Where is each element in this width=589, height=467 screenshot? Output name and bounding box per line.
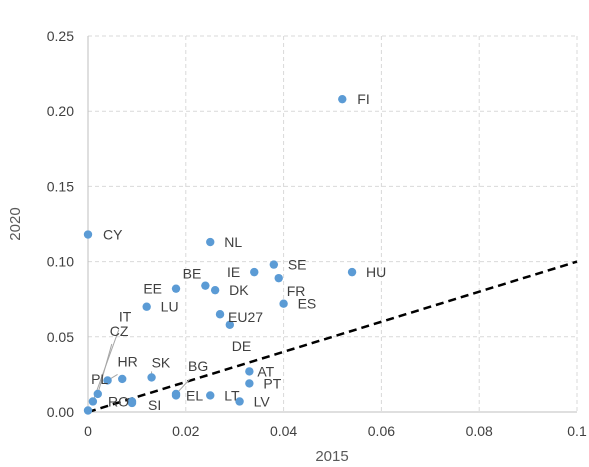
data-point-dk: [210, 285, 220, 295]
x-axis-title: 2015: [315, 448, 348, 465]
point-label-ee: EE: [143, 281, 162, 297]
data-point-ie: [250, 267, 259, 277]
point-label-de: DE: [232, 338, 251, 354]
gridlines: [88, 35, 578, 412]
point-label-it: IT: [119, 308, 132, 324]
data-point-hr: [103, 376, 112, 385]
data-point-si: [127, 398, 137, 408]
point-label-lu: LU: [161, 299, 179, 315]
data-point-el: [171, 391, 181, 400]
data-point: [83, 406, 93, 415]
data-point-be: [201, 281, 210, 290]
data-point-hu: [347, 267, 357, 277]
x-tick-label: 0.06: [368, 423, 395, 439]
data-point-ee: [171, 284, 181, 293]
data-point-de: [225, 320, 235, 329]
y-tick-label: 0.00: [47, 404, 74, 420]
data-point-lu: [142, 302, 151, 311]
y-axis-title: 2020: [7, 207, 24, 240]
data-point-se: [269, 260, 279, 269]
reference-line: [87, 260, 578, 414]
x-tick-label: 0: [84, 423, 92, 439]
point-label-nl: NL: [224, 234, 242, 250]
x-tick-label: 0.04: [270, 423, 297, 439]
point-label-cz: CZ: [110, 323, 129, 339]
reference-line-group: [87, 260, 578, 414]
point-label-dk: DK: [229, 282, 249, 298]
point-label-se: SE: [288, 257, 307, 273]
data-point-nl: [206, 237, 215, 247]
point-label-hu: HU: [366, 264, 386, 280]
data-point-lv: [235, 397, 244, 406]
point-label-hr: HR: [118, 353, 138, 369]
data-point-sk: [147, 373, 156, 382]
data-point-fi: [338, 94, 347, 104]
point-label-si: SI: [148, 397, 161, 413]
point-label-be: BE: [183, 266, 202, 282]
point-label-es: ES: [298, 296, 317, 312]
y-tick-label: 0.20: [47, 103, 74, 119]
point-label-sk: SK: [152, 354, 171, 370]
x-tick-label: 0.08: [466, 423, 493, 439]
point-label-eu27: EU27: [228, 309, 263, 325]
data-point-cz: [93, 389, 102, 399]
point-label-bg: BG: [188, 358, 208, 374]
point-label-ro: RO: [108, 393, 129, 409]
point-label-pl: PL: [91, 371, 108, 387]
x-tick-labels: 0 0.02 0.04 0.06 0.08 0.1: [84, 423, 587, 439]
y-tick-labels: 0.00 0.05 0.10 0.15 0.20 0.25: [47, 28, 74, 420]
data-point-it: [88, 397, 98, 406]
point-label-at: AT: [257, 363, 274, 379]
y-tick-label: 0.10: [47, 254, 74, 270]
data-point-pt: [245, 379, 254, 388]
point-label-fr: FR: [287, 283, 306, 299]
point-label-pt: PT: [263, 375, 281, 391]
data-point-pl: [118, 374, 127, 384]
point-label-lv: LV: [254, 393, 271, 409]
leader-line: [92, 329, 120, 402]
point-label-ie: IE: [227, 264, 240, 280]
data-point-cy: [83, 230, 93, 239]
point-label-el: EL: [186, 387, 203, 403]
point-labels: FI CY NL SE IE HU FR BE EE DK ES LU EU27 DE AT SK PL HR PT…: [91, 91, 386, 413]
x-tick-label: 0.1: [567, 423, 587, 439]
point-label-lt: LT: [224, 387, 240, 403]
y-tick-label: 0.15: [47, 178, 74, 194]
data-point-lt: [206, 391, 215, 400]
data-point-es: [279, 299, 288, 308]
point-label-fi: FI: [357, 91, 369, 107]
data-point-eu27: [215, 310, 225, 319]
data-point-at: [245, 367, 254, 376]
data-point-fr: [274, 273, 283, 283]
y-tick-label: 0.05: [47, 329, 74, 345]
point-label-cy: CY: [103, 227, 123, 243]
axes: [87, 36, 577, 413]
y-tick-label: 0.25: [47, 28, 74, 44]
data-points: [83, 94, 357, 415]
x-tick-label: 0.02: [172, 423, 199, 439]
